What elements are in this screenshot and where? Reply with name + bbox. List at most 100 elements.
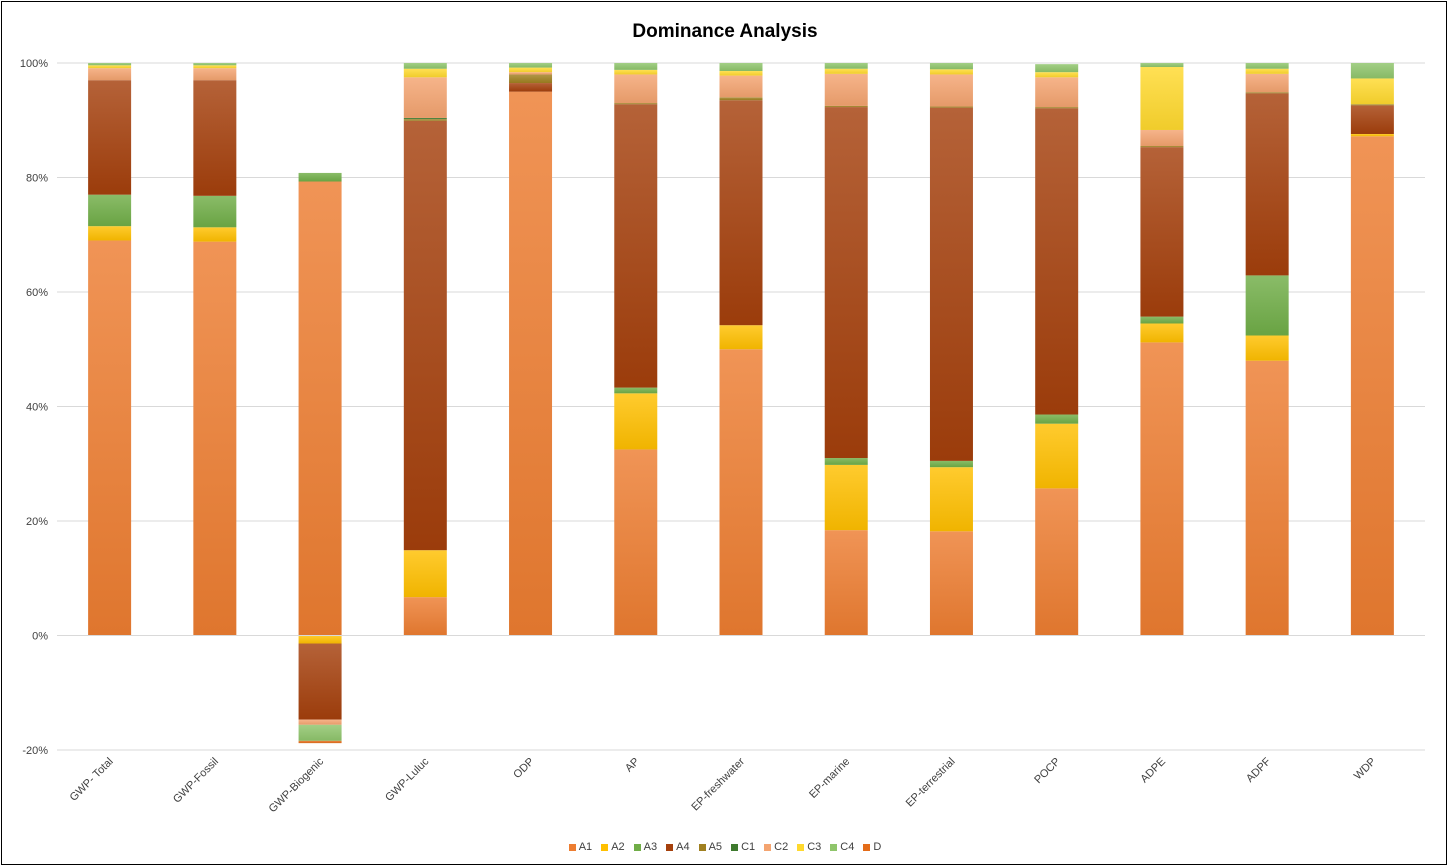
- bar-segment: [1140, 63, 1184, 68]
- bar-segment: [929, 531, 973, 636]
- bar-segment: [88, 226, 132, 241]
- bar-segment: [1245, 93, 1289, 276]
- x-tick-label: GWP-Biogenic: [267, 755, 327, 815]
- bar-segment: [929, 69, 973, 75]
- bar-segment: [1035, 414, 1079, 424]
- bar-segment: [298, 724, 342, 741]
- x-tick-label: AP: [623, 756, 642, 775]
- legend-label: D: [873, 841, 882, 853]
- legend-label: A3: [643, 841, 658, 853]
- x-tick-label: ADPE: [1138, 756, 1168, 786]
- bar-segment: [614, 387, 658, 394]
- legend-item: A3: [633, 841, 658, 853]
- legend-item: A1: [568, 841, 593, 853]
- bar-segment: [1140, 129, 1184, 147]
- bar-segment: [824, 63, 868, 69]
- legend-item: C1: [731, 841, 755, 853]
- legend-label: A2: [611, 841, 625, 853]
- x-tick-label: ODP: [511, 756, 536, 781]
- bar-segment: [298, 643, 342, 720]
- x-tick-label: GWP-Luluc: [383, 755, 432, 804]
- legend-swatch: [863, 843, 871, 851]
- bar-segment: [719, 97, 763, 101]
- bar-segment: [1140, 316, 1184, 324]
- bar-segment: [193, 65, 237, 69]
- bar-segment: [88, 240, 132, 636]
- bar-segment: [1035, 107, 1079, 109]
- bar-segment: [1035, 488, 1079, 636]
- bar-segment: [1350, 105, 1394, 134]
- bar-segment: [1350, 78, 1394, 105]
- bar-segment: [614, 104, 658, 388]
- legend-label: C4: [840, 841, 855, 853]
- bar-segment: [824, 68, 868, 74]
- y-tick-label: 20%: [26, 516, 48, 528]
- bar-segment: [403, 550, 447, 598]
- bar-segment: [298, 181, 342, 636]
- bar-segment: [403, 63, 447, 69]
- bar-segment: [1245, 275, 1289, 336]
- legend-label: A5: [708, 841, 723, 853]
- legend-swatch: [633, 843, 641, 851]
- bar-segment: [614, 393, 658, 450]
- x-tick-label: POCP: [1032, 756, 1063, 787]
- x-tick-label: EP-marine: [807, 756, 852, 801]
- bar-segment: [824, 464, 868, 531]
- x-tick-label: GWP- Total: [68, 756, 116, 804]
- bar-segment: [1245, 92, 1289, 94]
- bar-segment: [509, 91, 553, 636]
- bar-segment: [719, 75, 763, 98]
- bar-segment: [1140, 67, 1184, 130]
- chart-legend: A1 A2 A3 A4 A5 C1 C2 C3 C4 D: [0, 841, 1450, 853]
- x-tick-label: EP-freshwater: [689, 755, 747, 813]
- bar-segment: [929, 63, 973, 70]
- bar-segment: [88, 194, 132, 227]
- bar-segment: [509, 83, 553, 92]
- bar-segment: [509, 67, 553, 73]
- bar-segment: [88, 68, 132, 81]
- legend-swatch: [731, 843, 739, 851]
- bar-segment: [1140, 146, 1184, 148]
- y-tick-label: 80%: [26, 173, 48, 185]
- bar-segment: [193, 195, 237, 228]
- x-tick-label: WDP: [1352, 756, 1379, 783]
- bar-segment: [824, 530, 868, 636]
- bar-segment: [509, 72, 553, 75]
- bar-segment: [1035, 72, 1079, 78]
- legend-label: C1: [741, 841, 756, 853]
- bar-segment: [719, 63, 763, 72]
- bar-segment: [193, 241, 237, 636]
- bar-segment: [193, 227, 237, 242]
- bar-segment: [929, 107, 973, 461]
- bar-segment: [1245, 360, 1289, 636]
- legend-label: C3: [807, 841, 822, 853]
- bar-segment: [1350, 136, 1394, 636]
- bar-segment: [298, 635, 342, 644]
- bar-segment: [403, 119, 447, 121]
- bar-segment: [824, 105, 868, 108]
- y-tick-label: 40%: [26, 402, 48, 414]
- legend-swatch: [601, 843, 609, 851]
- bar-segment: [509, 63, 553, 68]
- bar-segment: [298, 740, 342, 744]
- bar-segment: [1245, 335, 1289, 361]
- bar-segment: [403, 68, 447, 78]
- bar-segment: [1035, 64, 1079, 73]
- bar-segment: [614, 69, 658, 75]
- legend-swatch: [666, 843, 674, 851]
- bar-segment: [1245, 68, 1289, 74]
- legend-label: C2: [774, 841, 789, 853]
- x-tick-label: ADPF: [1244, 755, 1273, 784]
- bar-segment: [1035, 108, 1079, 415]
- bar-segment: [824, 73, 868, 106]
- bar-segment: [1140, 342, 1184, 636]
- bar-segment: [929, 74, 973, 107]
- bar-segment: [719, 325, 763, 350]
- bar-segment: [929, 460, 973, 468]
- legend-item: C2: [764, 841, 788, 853]
- bar-segment: [88, 63, 132, 66]
- legend-label: A1: [578, 841, 593, 853]
- legend-item: A4: [666, 841, 690, 853]
